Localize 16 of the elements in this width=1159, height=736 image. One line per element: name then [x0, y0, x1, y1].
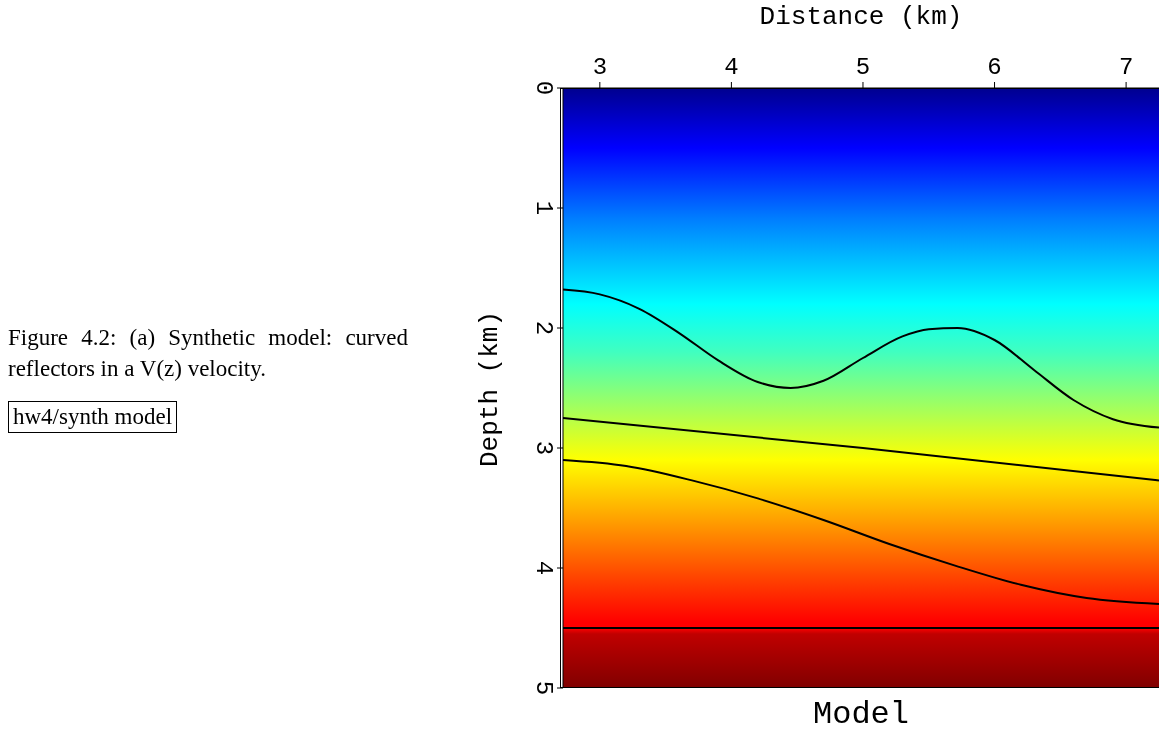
- y-tick-label: 1: [529, 200, 557, 216]
- y-tick-label: 5: [529, 680, 557, 696]
- y-axis-title: Depth (km): [475, 310, 505, 469]
- x-axis-title: Distance (km): [758, 2, 964, 32]
- text: Model: [812, 696, 910, 733]
- x-tick-label: 6: [987, 54, 1002, 81]
- y-tick-label: 2: [529, 320, 557, 336]
- y-tick-label: 3: [529, 440, 557, 456]
- caption: Figure 4.2: (a) Synthetic model: curved reflectors in a V(z) velocity.: [8, 324, 408, 383]
- y-tick-label: 0: [529, 80, 557, 96]
- x-tick-label: 4: [724, 54, 739, 81]
- text: hw4/synth model: [8, 401, 178, 433]
- x-tick-label: 3: [592, 54, 608, 81]
- y-tick-label: 4: [529, 560, 557, 576]
- x-tick-label: 7: [1118, 54, 1134, 81]
- x-tick-label: 5: [855, 54, 871, 81]
